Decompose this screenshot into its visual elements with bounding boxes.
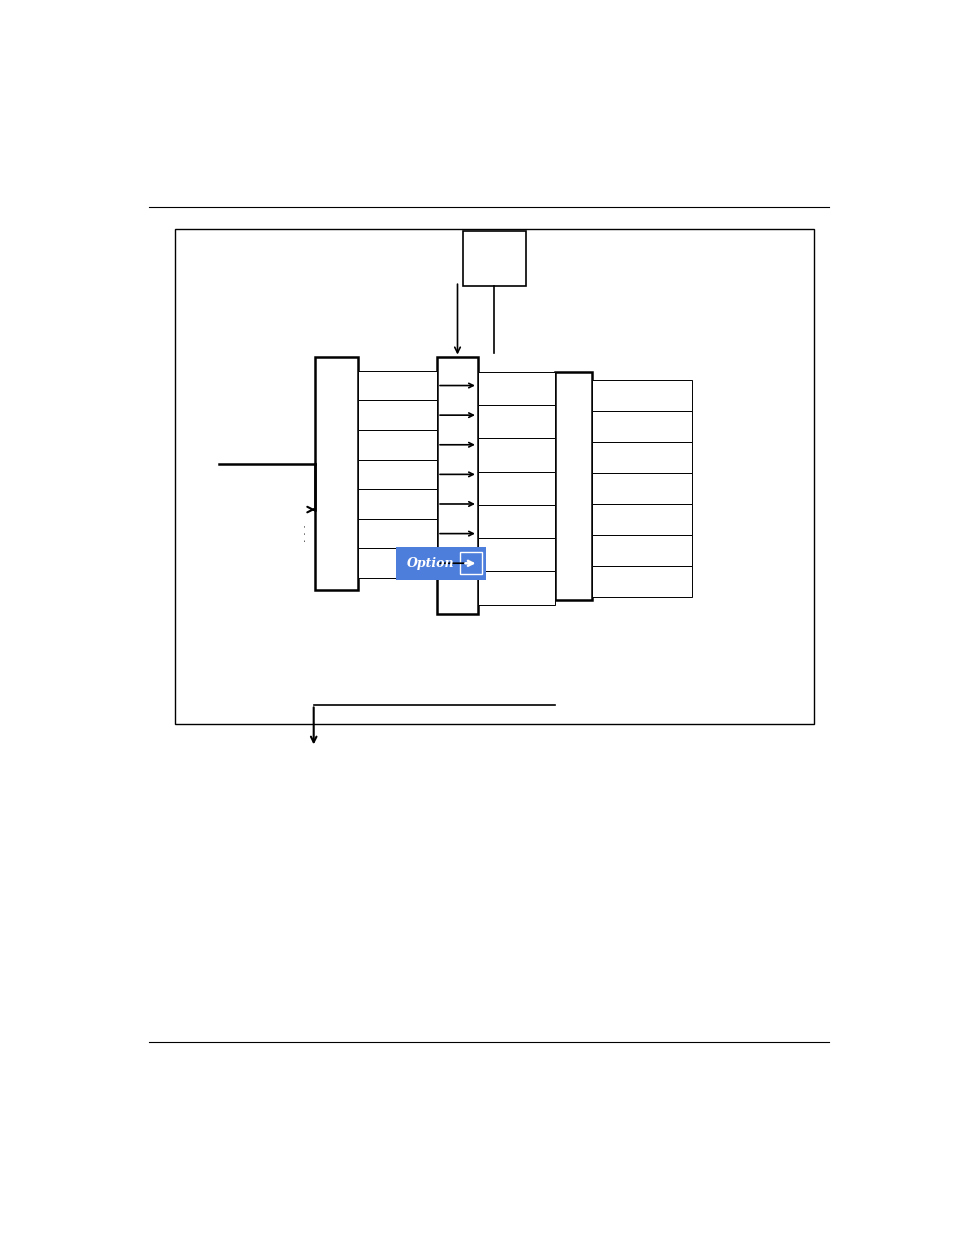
Text: . . .: . . .	[297, 525, 307, 542]
Bar	[477, 438, 555, 472]
Bar	[462, 231, 525, 287]
Bar	[592, 380, 692, 411]
Bar	[436, 357, 477, 614]
Bar	[592, 504, 692, 535]
Bar	[477, 538, 555, 572]
Bar	[357, 519, 436, 548]
Bar	[477, 505, 555, 538]
Bar	[357, 430, 436, 459]
Bar	[477, 405, 555, 438]
Bar	[592, 473, 692, 504]
Bar	[357, 400, 436, 430]
Bar	[460, 552, 481, 574]
FancyBboxPatch shape	[395, 547, 485, 580]
Text: Option: Option	[406, 557, 454, 569]
Bar	[357, 370, 436, 400]
Bar	[477, 372, 555, 405]
Bar	[314, 357, 357, 590]
Bar	[555, 372, 592, 600]
Bar	[357, 459, 436, 489]
Bar	[477, 572, 555, 605]
Bar	[357, 548, 436, 578]
Bar	[477, 472, 555, 505]
Bar	[592, 566, 692, 597]
Bar	[592, 442, 692, 473]
Bar	[357, 489, 436, 519]
Bar	[174, 228, 813, 724]
Bar	[592, 535, 692, 566]
Bar	[592, 411, 692, 442]
